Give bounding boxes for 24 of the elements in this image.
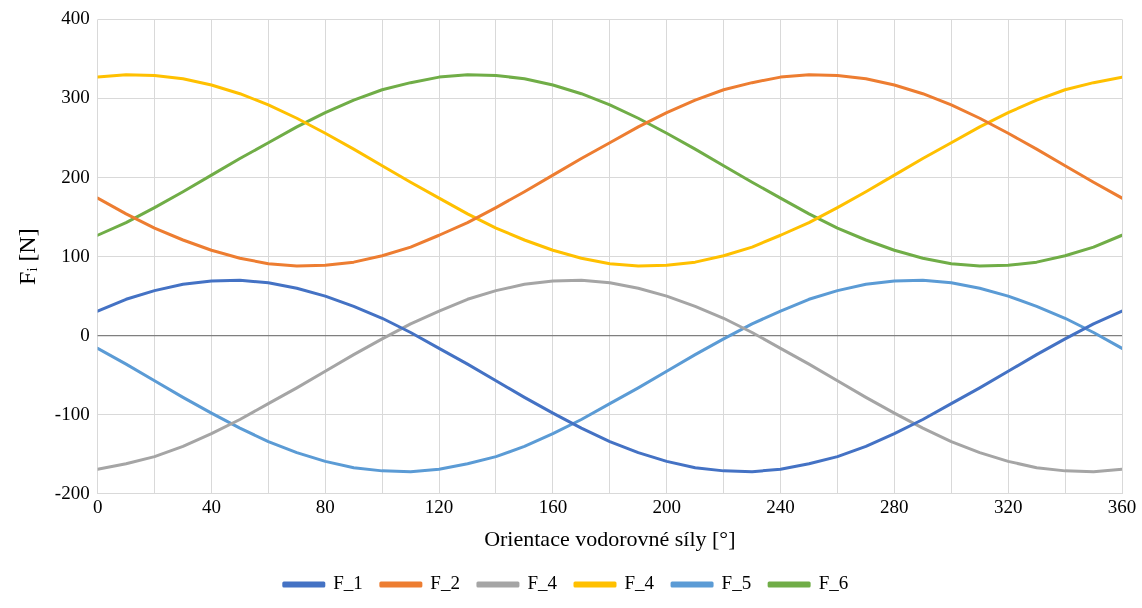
legend-label: F_4 [527,572,558,594]
x-tick-label: 40 [201,496,221,518]
y-tick-label: 300 [61,86,90,108]
y-tick-label: 0 [80,323,90,345]
x-tick-label: 120 [424,496,454,518]
y-tick-label: -200 [54,481,90,503]
x-axis-title: Orientace vodorovné síly [°] [484,525,736,551]
y-tick-label: 400 [61,7,90,29]
x-tick-label: 200 [652,496,681,518]
x-tick-label: 240 [766,496,795,518]
legend-label: F_4 [624,572,655,594]
x-tick-label: 360 [1107,496,1137,518]
x-tick-label: 320 [993,496,1023,518]
y-tick-label: 200 [61,165,90,187]
legend-label: F_2 [430,572,460,594]
x-tick-label: 280 [880,496,909,518]
y-tick-label: 100 [61,244,90,266]
legend-label: F_5 [721,572,752,594]
legend-label: F_1 [333,572,363,594]
x-tick-label: 160 [538,496,568,518]
legend-label: F_6 [818,572,849,594]
y-tick-label: -100 [54,402,90,424]
x-tick-label: 80 [315,496,335,518]
y-axis-title: Fᵢ [N] [13,228,40,285]
